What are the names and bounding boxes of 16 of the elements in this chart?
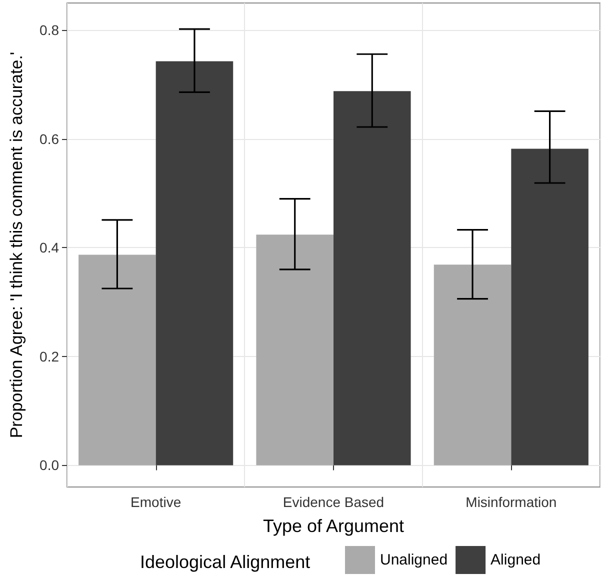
legend-label: Unaligned <box>380 552 448 568</box>
x-axis-title: Type of Argument <box>262 516 404 536</box>
legend-title: Ideological Alignment <box>140 552 310 572</box>
x-tick-label: Misinformation <box>466 494 557 510</box>
y-tick-label: 0.4 <box>40 240 60 256</box>
y-axis-title: Proportion Agree: 'I think this comment is accurate.' <box>7 52 26 438</box>
y-tick-label: 0.6 <box>40 130 60 147</box>
y-tick-label: 0.2 <box>40 348 60 364</box>
legend-label: Aligned <box>490 552 541 568</box>
x-tick-label: Emotive <box>130 494 182 510</box>
bar <box>434 264 512 466</box>
bar <box>78 254 156 466</box>
bar <box>256 234 334 466</box>
y-tick-label: 0.8 <box>40 22 60 38</box>
y-tick-label: 0.0 <box>40 457 60 474</box>
x-tick-label: Evidence Based <box>282 494 384 510</box>
